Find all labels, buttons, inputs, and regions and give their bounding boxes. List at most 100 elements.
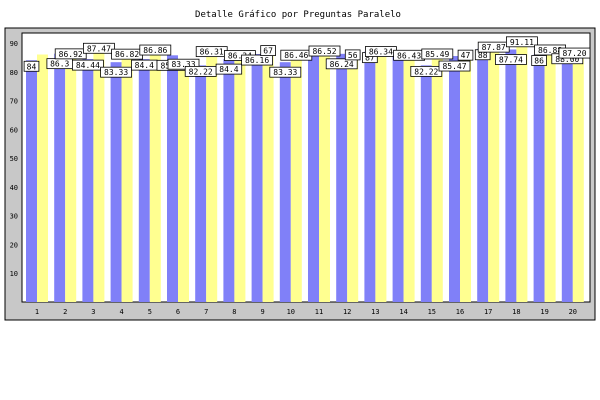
x-tick-label: 9 [260,308,264,316]
data-label: 83.33 [104,68,128,77]
data-label: 85.49 [425,50,449,59]
x-tick-label: 7 [204,308,208,316]
x-tick-label: 5 [148,308,152,316]
y-tick-label: 90 [10,40,18,48]
data-label-box [269,66,302,78]
data-label-box [344,49,361,61]
y-tick-label: 50 [10,155,18,163]
data-label: 87.87 [482,43,506,52]
bar [308,55,319,302]
bar [138,59,150,302]
data-label: 86.88 [538,46,562,55]
x-tick-label: 16 [456,308,464,316]
bar [178,62,189,302]
data-label: 84.4 [135,61,154,70]
data-label: 86.24 [330,60,354,69]
bar [223,59,235,302]
data-label: 86 [534,57,544,66]
x-tick-label: 6 [176,308,180,316]
bar [82,59,94,302]
bar [533,54,545,303]
bar [431,55,443,303]
x-tick-label: 11 [315,308,323,316]
y-tick-label: 70 [10,98,18,106]
y-tick-label: 10 [10,270,18,278]
data-label: 84.44 [76,61,100,70]
bar [121,52,133,302]
data-label: 67 [263,47,273,56]
y-tick-label: 80 [10,69,18,77]
data-label: 86.34 [228,52,252,61]
data-label-box [421,48,454,60]
data-label-box [72,59,104,71]
data-label: 87.74 [499,56,523,65]
bar [167,55,178,302]
data-label-box [438,60,471,72]
data-label-box [241,54,274,66]
x-tick-label: 20 [569,308,577,316]
bar [290,53,302,302]
data-label: 86.86 [143,46,167,55]
data-label: 83.33 [273,68,297,77]
bar [65,51,77,302]
bar [420,65,432,302]
bar [403,53,415,302]
data-label: 88.00 [555,55,579,64]
data-label-box [457,49,474,61]
data-label: 87.47 [87,44,111,53]
data-label: 86.92 [59,50,83,59]
data-label: 86.52 [312,47,336,56]
y-tick-label: 60 [10,126,18,134]
data-label: 84.4 [219,65,238,74]
x-tick-label: 4 [119,308,123,316]
data-label: 86.31 [200,48,224,57]
bar [93,50,105,302]
data-label: 84 [27,62,37,71]
bar [251,54,263,303]
y-tick-label: 40 [10,184,18,192]
bar [262,52,274,302]
data-label-box [494,54,527,65]
bar [505,49,517,302]
bar [449,56,460,303]
x-tick-label: 14 [399,308,407,316]
data-label-box [531,55,547,66]
y-tick-label: 20 [10,241,18,249]
x-tick-label: 1 [35,308,39,316]
bar [54,53,66,302]
x-tick-label: 17 [484,308,492,316]
data-label: 88 [478,51,488,60]
data-label: 82.22 [189,67,213,76]
x-tick-label: 19 [540,308,548,316]
bar [319,53,330,303]
x-tick-label: 13 [371,308,379,316]
x-tick-label: 8 [232,308,236,316]
bar [234,53,246,302]
data-label: 86.43 [397,51,421,60]
bar [561,48,573,302]
data-label-box [167,58,200,70]
data-label: 85.47 [442,62,466,71]
data-label-box [83,42,115,54]
data-label: 86.16 [245,56,269,65]
bar [488,49,500,302]
x-tick-label: 15 [428,308,436,316]
bar [460,53,471,302]
data-label-box [260,45,276,56]
bar [37,54,48,303]
data-label: 91.11 [510,38,534,47]
x-tick-label: 18 [512,308,520,316]
chart-title: Detalle Gráfico por Preguntas Paralelo [195,10,401,20]
y-tick-label: 30 [10,213,18,221]
bar [279,62,291,302]
bar [572,51,584,303]
data-label-box [100,66,132,78]
data-label-box [23,60,40,72]
data-label-box [558,47,591,59]
bar [26,60,37,303]
bar [110,62,122,302]
bar [195,65,207,302]
bar [392,54,404,303]
data-label: 87 [365,54,375,63]
